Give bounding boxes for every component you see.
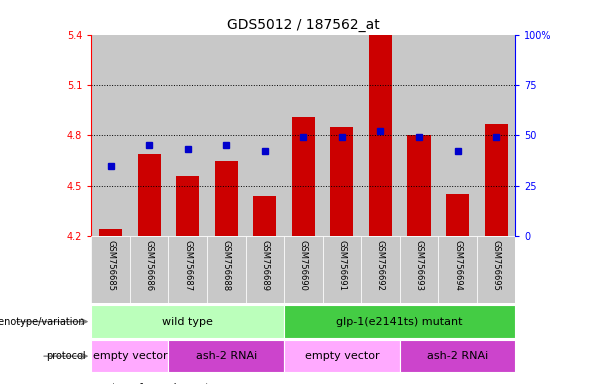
Text: GSM756687: GSM756687 — [183, 240, 192, 291]
Bar — [130, 236, 168, 303]
Bar — [168, 35, 207, 236]
Text: ash-2 RNAi: ash-2 RNAi — [196, 351, 257, 361]
Text: GSM756693: GSM756693 — [415, 240, 423, 291]
Bar — [284, 340, 400, 372]
Bar — [477, 35, 515, 236]
Bar — [168, 340, 284, 372]
Bar — [446, 194, 469, 236]
Bar — [485, 124, 508, 236]
Bar — [323, 35, 361, 236]
Bar — [400, 236, 438, 303]
Bar — [477, 236, 515, 303]
Bar — [91, 35, 130, 236]
Bar — [207, 35, 246, 236]
Bar — [253, 196, 276, 236]
Text: transformed count: transformed count — [112, 383, 210, 384]
Text: glp-1(e2141ts) mutant: glp-1(e2141ts) mutant — [336, 316, 463, 327]
Text: GSM756695: GSM756695 — [492, 240, 501, 290]
Text: ash-2 RNAi: ash-2 RNAi — [427, 351, 488, 361]
Bar — [400, 340, 515, 372]
Bar — [138, 154, 161, 236]
Bar — [91, 340, 168, 372]
Text: wild type: wild type — [162, 316, 213, 327]
Text: protocol: protocol — [46, 351, 85, 361]
Text: GSM756688: GSM756688 — [221, 240, 231, 291]
Bar — [408, 136, 431, 236]
Bar — [330, 127, 353, 236]
Bar — [284, 35, 323, 236]
Text: GSM756685: GSM756685 — [106, 240, 115, 291]
Bar — [214, 161, 238, 236]
Bar — [207, 236, 246, 303]
Bar — [130, 35, 168, 236]
Bar — [292, 117, 315, 236]
Text: genotype/variation: genotype/variation — [0, 316, 85, 327]
Bar — [99, 229, 122, 236]
Bar — [176, 176, 199, 236]
Text: empty vector: empty vector — [92, 351, 167, 361]
Bar — [438, 35, 477, 236]
Bar — [361, 35, 400, 236]
Bar — [400, 35, 438, 236]
Bar — [361, 236, 400, 303]
Bar — [284, 236, 323, 303]
Bar — [246, 236, 284, 303]
Text: GSM756691: GSM756691 — [337, 240, 346, 290]
Title: GDS5012 / 187562_at: GDS5012 / 187562_at — [227, 18, 380, 32]
Bar — [246, 35, 284, 236]
Text: GSM756686: GSM756686 — [145, 240, 154, 291]
Bar — [438, 236, 477, 303]
Bar — [284, 305, 515, 338]
Text: GSM756690: GSM756690 — [299, 240, 308, 290]
Bar — [369, 35, 392, 236]
Text: empty vector: empty vector — [305, 351, 379, 361]
Bar — [168, 236, 207, 303]
Text: GSM756694: GSM756694 — [453, 240, 462, 290]
Bar — [91, 305, 284, 338]
Bar — [91, 236, 130, 303]
Text: GSM756692: GSM756692 — [376, 240, 385, 290]
Text: GSM756689: GSM756689 — [260, 240, 269, 291]
Bar — [323, 236, 361, 303]
